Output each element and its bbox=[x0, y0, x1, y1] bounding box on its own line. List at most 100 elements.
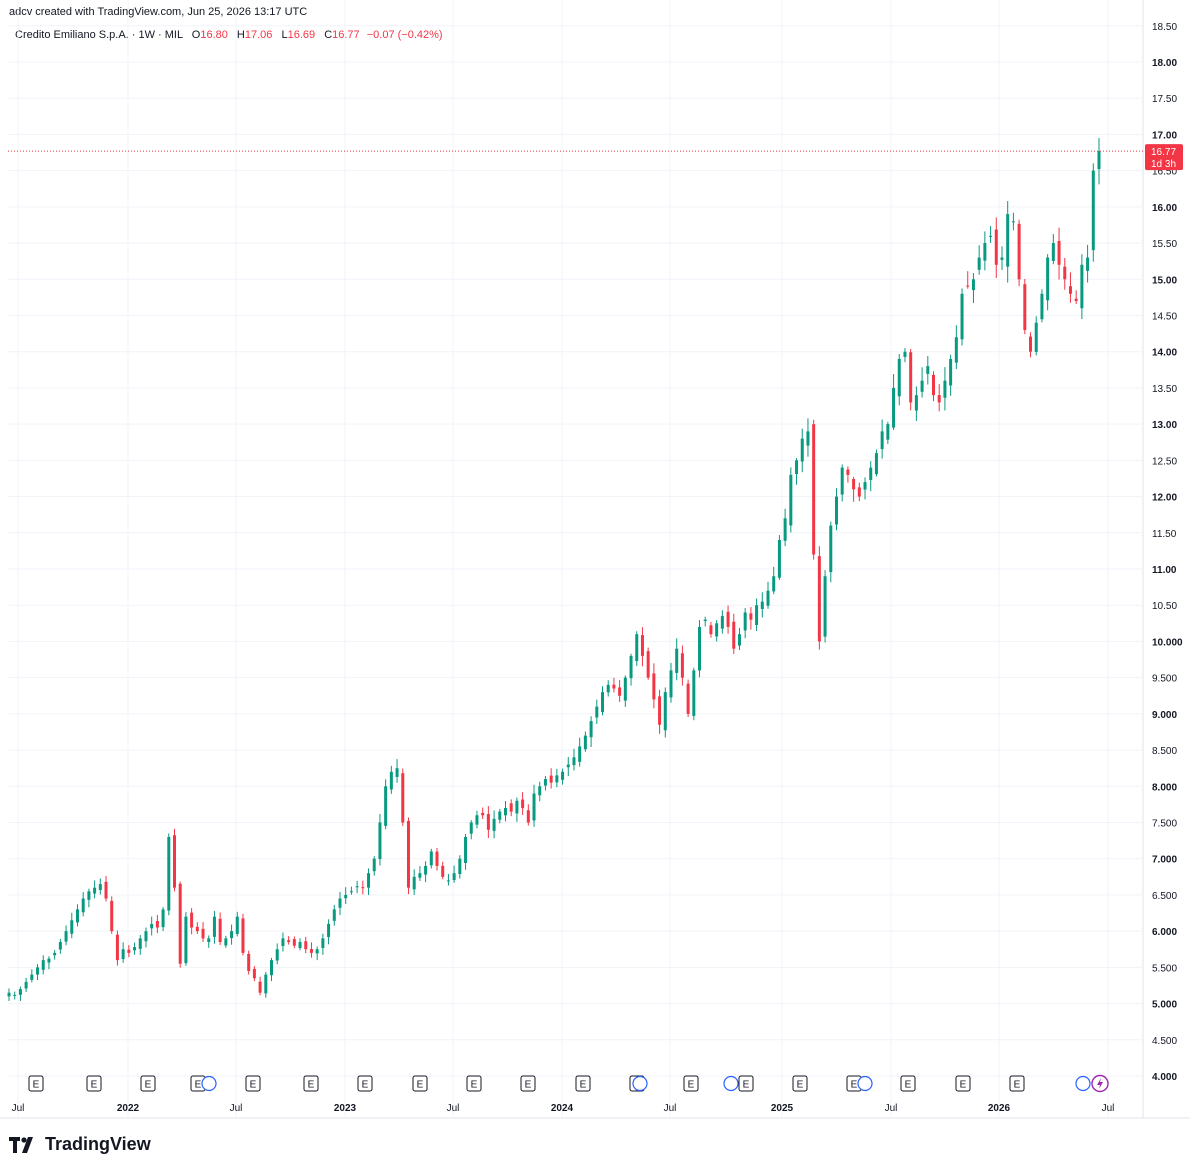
earnings-icon[interactable]: E bbox=[357, 1075, 373, 1092]
candle bbox=[589, 716, 593, 747]
candle bbox=[412, 869, 416, 896]
candle-body bbox=[869, 467, 873, 480]
candle bbox=[264, 971, 268, 998]
candle-body bbox=[127, 949, 131, 953]
earnings-icon-label: E bbox=[525, 1080, 532, 1091]
dividend-icon[interactable] bbox=[857, 1075, 873, 1092]
earnings-icon[interactable]: E bbox=[792, 1075, 808, 1092]
candle-body bbox=[903, 351, 907, 357]
candle-body bbox=[532, 793, 536, 821]
earnings-icon[interactable]: E bbox=[738, 1075, 754, 1092]
candle-body bbox=[309, 948, 313, 953]
candle bbox=[1086, 244, 1090, 283]
earnings-icon[interactable]: E bbox=[520, 1075, 536, 1092]
candle-body bbox=[852, 479, 856, 490]
symbol-name[interactable]: Credito Emiliano S.p.A. · 1W · MIL bbox=[15, 29, 183, 41]
time-tick-label: Jul bbox=[885, 1103, 898, 1114]
price-tick-label: 5.500 bbox=[1152, 963, 1177, 974]
earnings-icon-label: E bbox=[91, 1080, 98, 1091]
candle bbox=[30, 969, 34, 983]
candle bbox=[75, 904, 79, 927]
earnings-icon-label: E bbox=[145, 1080, 152, 1091]
candle bbox=[298, 938, 302, 951]
candle bbox=[869, 461, 873, 492]
candle-body bbox=[144, 931, 148, 942]
time-axis[interactable]: Jul 2022 Jul 2023 Jul 2024 Jul 2025 Jul 2026 Jul bbox=[12, 1103, 1115, 1114]
dividend-icon[interactable] bbox=[632, 1075, 648, 1092]
candle bbox=[509, 799, 513, 817]
candle-body bbox=[406, 820, 410, 888]
earnings-icon[interactable]: E bbox=[86, 1075, 102, 1092]
candle-body bbox=[252, 968, 256, 979]
earnings-icon[interactable]: E bbox=[303, 1075, 319, 1092]
candle-body bbox=[378, 822, 382, 860]
earnings-icon[interactable]: E bbox=[412, 1075, 428, 1092]
candle-body bbox=[275, 949, 279, 961]
candle bbox=[903, 348, 907, 363]
price-tick-label: 13.00 bbox=[1152, 420, 1177, 431]
price-tick-label: 9.000 bbox=[1152, 710, 1177, 721]
candle bbox=[401, 768, 405, 826]
tradingview-logo-icon bbox=[9, 1136, 33, 1153]
candle-body bbox=[115, 934, 119, 961]
candle-body bbox=[737, 634, 741, 646]
candle-body bbox=[686, 683, 690, 714]
earnings-icon[interactable]: E bbox=[245, 1075, 261, 1092]
candle bbox=[18, 986, 22, 1001]
candle bbox=[292, 936, 296, 949]
earnings-icon[interactable]: E bbox=[1009, 1075, 1025, 1092]
candle bbox=[87, 888, 91, 908]
candle-body bbox=[561, 771, 565, 780]
candle bbox=[623, 675, 627, 707]
candle bbox=[852, 476, 856, 502]
candle bbox=[766, 581, 770, 609]
time-tick-label: Jul bbox=[664, 1103, 677, 1114]
dividend-icon[interactable] bbox=[1075, 1075, 1091, 1092]
candle bbox=[275, 943, 279, 965]
price-tick-label: 14.50 bbox=[1152, 312, 1177, 323]
candle-body bbox=[1011, 221, 1015, 223]
candle bbox=[503, 800, 507, 822]
earnings-icon[interactable]: E bbox=[900, 1075, 916, 1092]
candle bbox=[1051, 234, 1055, 265]
candle bbox=[732, 613, 736, 654]
candle-body bbox=[806, 431, 810, 446]
candle-body bbox=[412, 876, 416, 890]
chart-credit: adcv created with TradingView.com, Jun 2… bbox=[9, 6, 308, 18]
price-tick-label: 16.50 bbox=[1152, 167, 1177, 178]
last-price-label: 16.77 bbox=[1151, 147, 1176, 158]
earnings-icon[interactable]: E bbox=[575, 1075, 591, 1092]
candle-body bbox=[812, 424, 816, 555]
candle-body bbox=[960, 293, 964, 340]
candle-body bbox=[669, 670, 673, 698]
candle-body bbox=[178, 883, 182, 964]
dividend-icon[interactable] bbox=[723, 1075, 739, 1092]
earnings-icon[interactable]: E bbox=[955, 1075, 971, 1092]
earnings-icon[interactable]: E bbox=[683, 1075, 699, 1092]
candle-body bbox=[384, 786, 388, 826]
candle bbox=[481, 807, 485, 819]
tradingview-logo[interactable]: TradingView bbox=[9, 1134, 151, 1155]
earnings-icon[interactable]: E bbox=[140, 1075, 156, 1092]
candle-body bbox=[58, 942, 62, 950]
candle-body bbox=[755, 605, 759, 625]
lightning-icon[interactable] bbox=[1091, 1074, 1109, 1093]
candle-body bbox=[469, 822, 473, 834]
earnings-icon[interactable]: E bbox=[28, 1075, 44, 1092]
dividend-icon[interactable] bbox=[201, 1075, 217, 1092]
candle bbox=[190, 908, 194, 935]
candle bbox=[133, 942, 137, 955]
candle bbox=[492, 810, 496, 839]
candle-body bbox=[920, 380, 924, 392]
price-axis[interactable]: 4.000 4.500 5.000 5.500 6.000 6.500 7.000 7.500… bbox=[1152, 22, 1183, 1083]
candle bbox=[795, 458, 799, 485]
candle bbox=[321, 933, 325, 955]
candle-body bbox=[777, 540, 781, 578]
candle-body bbox=[24, 981, 28, 989]
candle-body bbox=[834, 496, 838, 525]
candle-body bbox=[583, 735, 587, 750]
candle-body bbox=[1023, 284, 1027, 330]
earnings-icon[interactable]: E bbox=[466, 1075, 482, 1092]
candle-body bbox=[509, 803, 513, 812]
